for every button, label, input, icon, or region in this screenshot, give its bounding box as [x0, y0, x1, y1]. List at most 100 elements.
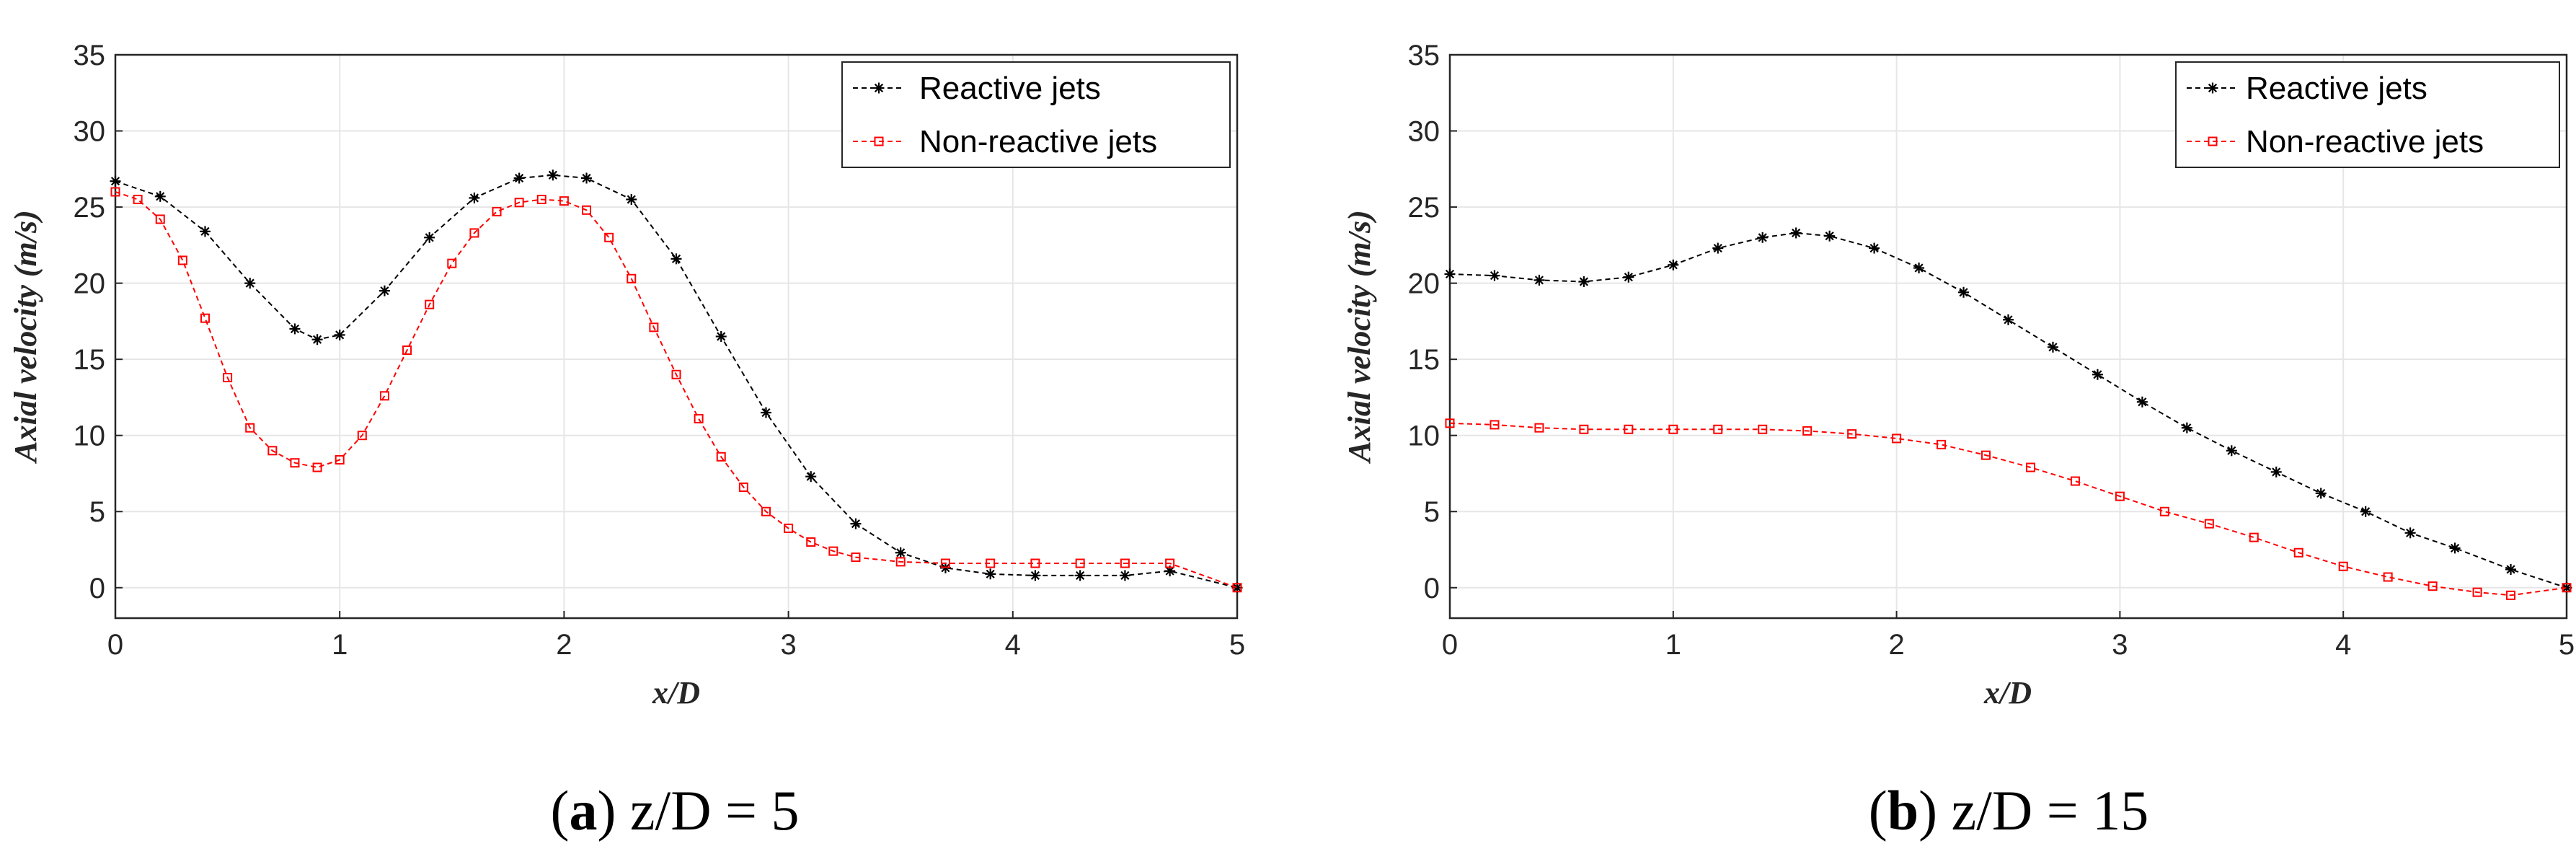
- panel-b-point-non-reactive: [1847, 429, 1857, 439]
- panel-a-point-non-reactive: [895, 557, 906, 567]
- panel-a-x-tick-label: 2: [556, 629, 572, 661]
- panel-b-point-reactive: [2181, 422, 2192, 433]
- panel-b-caption-text: z/D = 15: [1952, 779, 2149, 842]
- panel-a-point-non-reactive: [1120, 558, 1130, 568]
- panel-b-legend-box: [2175, 61, 2560, 168]
- panel-b-point-reactive: [1869, 242, 1880, 254]
- panel-a-y-tick-label: 5: [89, 496, 105, 528]
- panel-b-y-tick-label: 10: [1408, 421, 1440, 452]
- panel-b-point-non-reactive: [2070, 476, 2080, 486]
- panel-b-point-reactive: [2360, 506, 2371, 517]
- panel-a-x-tick-label: 5: [1229, 629, 1245, 661]
- panel-a-point-reactive: [670, 253, 682, 265]
- panel-b-legend-label-non-reactive: Non-reactive jets: [2246, 124, 2484, 159]
- panel-a-point-non-reactive: [312, 462, 322, 472]
- panel-a: 0 1 2 3 4 5 0 5 10 15 20 25 30 35 x/D Axial velocity …: [8, 40, 1245, 842]
- panel-b-point-reactive: [2047, 341, 2058, 353]
- panel-b-point-reactive: [2003, 314, 2014, 325]
- panel-a-point-reactive: [244, 278, 256, 289]
- panel-b-legend-marker-non-reactive: [2208, 136, 2218, 146]
- panel-a-point-non-reactive: [851, 553, 861, 563]
- panel-b-series: [1444, 227, 2572, 600]
- panel-b-point-reactive: [1913, 263, 1925, 274]
- panel-a-legend-marker-non-reactive: [874, 136, 884, 146]
- panel-b-caption-letter: b: [1887, 779, 1918, 842]
- panel-b-point-reactive: [1757, 232, 1769, 243]
- panel-a-point-non-reactive: [379, 391, 389, 401]
- panel-a-series: [110, 170, 1243, 594]
- panel-a-legend: Reactive jets Non-reactive jets: [841, 61, 1231, 168]
- panel-b-y-axis-title: Axial velocity (m/s): [1342, 210, 1377, 464]
- panel-a-y-tick-label: 0: [89, 573, 105, 604]
- panel-a-line-reactive: [115, 174, 1238, 589]
- panel-a-point-reactive: [289, 323, 301, 335]
- panel-a-y-tick-label: 15: [74, 344, 106, 376]
- panel-a-point-non-reactive: [694, 413, 704, 423]
- panel-b-grid: [1449, 54, 2567, 618]
- panel-a-point-reactive: [547, 170, 559, 181]
- panel-a-x-axis-title: x/D: [652, 675, 700, 710]
- panel-b-point-non-reactive: [2159, 506, 2169, 516]
- panel-a-x-tick-label: 3: [780, 629, 796, 661]
- panel-b-x-tick-label: 5: [2559, 629, 2575, 661]
- panel-b-point-reactive: [2270, 466, 2282, 477]
- panel-a-point-non-reactive: [738, 482, 748, 492]
- panel-a-point-non-reactive: [536, 195, 546, 205]
- panel-b-point-reactive: [1668, 259, 1679, 270]
- panel-b-point-non-reactive: [1713, 424, 1723, 434]
- panel-a-caption-text: z/D = 5: [630, 779, 800, 842]
- panel-b-point-non-reactive: [2383, 572, 2393, 582]
- panel-a-point-non-reactive: [267, 446, 278, 456]
- panel-a-point-non-reactive: [110, 187, 120, 197]
- panel-a-point-reactive: [334, 329, 345, 340]
- panel-b-point-reactive: [2226, 445, 2237, 457]
- panel-b-point-reactive: [2315, 488, 2327, 499]
- panel-b-point-non-reactive: [2506, 590, 2516, 600]
- panel-b-point-non-reactive: [1668, 424, 1678, 434]
- panel-a-point-reactive: [985, 568, 996, 580]
- panel-a-point-reactive: [1119, 570, 1130, 581]
- panel-b-point-non-reactive: [1892, 433, 1902, 444]
- panel-a-caption: (a) z/D = 5: [550, 779, 799, 842]
- panel-b-point-non-reactive: [2204, 519, 2214, 529]
- panel-a-point-reactive: [424, 232, 435, 243]
- panel-b-point-non-reactive: [1445, 418, 1455, 428]
- panel-b-caption: (b) z/D = 15: [1869, 779, 2148, 842]
- panel-b-line-non-reactive: [1449, 422, 2567, 597]
- panel-b-point-reactive: [1489, 270, 1500, 281]
- panel-b-point-reactive: [1578, 276, 1590, 288]
- panel-a-point-non-reactive: [761, 506, 771, 516]
- panel-a-point-non-reactive: [1165, 558, 1175, 568]
- panel-a-ticks: 0 1 2 3 4 5 0 5 10 15 20 25 30 35: [74, 40, 1246, 661]
- panel-a-legend-marker-reactive: [873, 82, 885, 94]
- panel-a-plot-frame: [114, 53, 1239, 620]
- panel-b-x-axis-title: x/D: [1983, 675, 2032, 710]
- panel-a-x-tick-label: 0: [107, 629, 123, 661]
- panel-b-point-non-reactive: [1937, 439, 1947, 449]
- panel-b-point-reactive: [1533, 274, 1545, 286]
- panel-a-point-non-reactive: [582, 205, 592, 215]
- panel-a-y-axis-title: Axial velocity (m/s): [8, 210, 43, 464]
- panel-b-point-reactive: [1958, 286, 1970, 298]
- panel-b-point-non-reactive: [2115, 491, 2125, 501]
- panel-b-y-tick-label: 20: [1408, 268, 1440, 300]
- panel-b-point-non-reactive: [1802, 426, 1813, 436]
- panel-b-point-non-reactive: [2025, 462, 2035, 472]
- panel-a-point-non-reactive: [649, 322, 659, 333]
- panel-a-point-non-reactive: [1030, 558, 1040, 568]
- panel-a-point-non-reactive: [447, 258, 457, 268]
- panel-a-legend-label-non-reactive: Non-reactive jets: [919, 124, 1157, 159]
- panel-b-point-non-reactive: [2427, 581, 2438, 591]
- panel-a-point-reactive: [379, 285, 390, 296]
- panel-a-point-non-reactive: [177, 255, 187, 265]
- panel-a-point-non-reactive: [290, 458, 300, 468]
- panel-a-point-reactive: [199, 226, 211, 237]
- panel-a-point-reactive: [110, 175, 121, 187]
- panel-a-line-non-reactive: [115, 191, 1238, 589]
- panel-a-x-tick-label: 1: [332, 629, 348, 661]
- panel-a-y-tick-label: 35: [74, 40, 106, 71]
- panel-a-point-non-reactive: [940, 558, 950, 568]
- panel-a-point-reactive: [469, 192, 480, 203]
- panel-a-point-non-reactive: [671, 369, 681, 379]
